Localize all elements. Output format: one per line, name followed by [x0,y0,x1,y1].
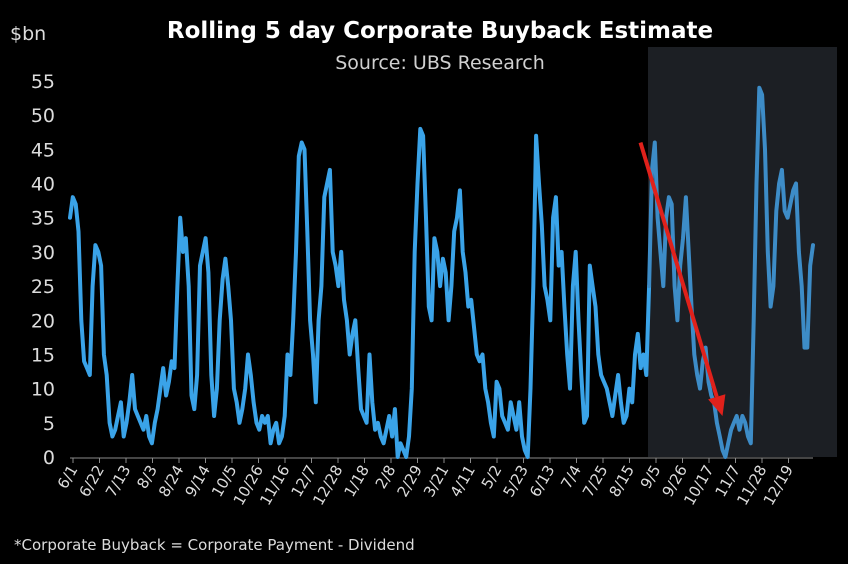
arrow-shaft [638,141,719,398]
y-tick-label: 35 [31,208,55,230]
annotation-arrow [638,141,726,416]
y-tick-label: 45 [31,139,55,161]
y-tick-label: 0 [43,447,55,469]
y-tick-label: 25 [31,276,55,298]
highlight-region [648,47,837,457]
y-tick-label: 10 [31,379,55,401]
y-tick-label: 5 [43,413,55,435]
y-axis-unit: $bn [10,23,46,45]
y-tick-label: 40 [31,174,55,196]
y-tick-label: 15 [31,344,55,366]
footnote: *Corporate Buyback = Corporate Payment -… [14,536,415,554]
y-tick-label: 50 [31,105,55,127]
y-tick-label: 55 [31,71,55,93]
arrow-head [708,394,726,416]
y-tick-label: 20 [31,310,55,332]
series-line [68,126,652,459]
series-line-shaded [647,85,815,459]
chart-subtitle: Source: UBS Research [335,52,545,74]
y-axis-ticks: 0 5 10 15 20 25 30 35 40 45 50 55 [31,71,55,469]
y-tick-label: 30 [31,242,55,264]
chart-title: Rolling 5 day Corporate Buyback Estimate [167,18,713,44]
